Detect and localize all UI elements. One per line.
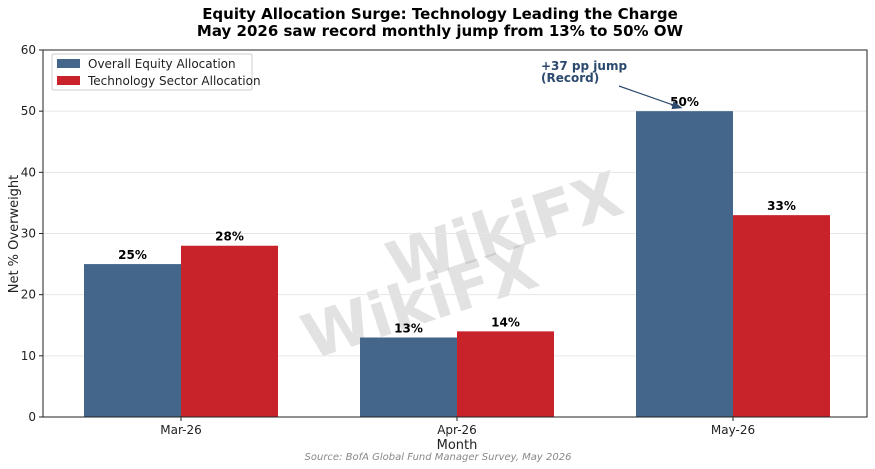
bar bbox=[733, 215, 830, 417]
bar bbox=[636, 111, 733, 418]
legend-label-overall: Overall Equity Allocation bbox=[88, 57, 236, 71]
annotation-arrow bbox=[618, 85, 677, 107]
annotation-line-1: +37 pp jump bbox=[541, 59, 627, 73]
bar bbox=[457, 331, 554, 417]
plot-frame bbox=[42, 49, 868, 418]
y-tick-label: 60 bbox=[21, 43, 36, 57]
annotation: +37 pp jump (Record) bbox=[541, 59, 683, 110]
y-tick-label: 50 bbox=[21, 104, 36, 118]
bar-value-label: 13% bbox=[394, 321, 423, 335]
x-axis-ticks: Mar-26 Apr-26 May-26 bbox=[160, 417, 755, 437]
bar-value-label: 33% bbox=[767, 199, 796, 213]
bar bbox=[360, 337, 457, 417]
y-tick-label: 0 bbox=[28, 410, 36, 424]
y-axis-ticks: 0 10 20 30 40 50 60 bbox=[21, 43, 43, 424]
source-note: Source: BofA Global Fund Manager Survey,… bbox=[305, 452, 572, 463]
legend-swatch-tech bbox=[57, 76, 80, 85]
chart-title: Equity Allocation Surge: Technology Lead… bbox=[202, 5, 678, 23]
annotation-arrowhead bbox=[671, 101, 683, 110]
x-tick-label: Apr-26 bbox=[437, 423, 477, 437]
y-tick-label: 30 bbox=[21, 227, 36, 241]
bar-value-label: 25% bbox=[118, 248, 147, 262]
x-axis-label: Month bbox=[437, 438, 478, 453]
y-tick-label: 40 bbox=[21, 165, 36, 179]
bar bbox=[181, 245, 278, 417]
x-tick-label: May-26 bbox=[711, 423, 755, 437]
chart-subtitle: May 2026 saw record monthly jump from 13… bbox=[197, 22, 684, 40]
legend-label-tech: Technology Sector Allocation bbox=[87, 74, 261, 88]
annotation-line-2: (Record) bbox=[541, 71, 599, 85]
bars bbox=[84, 111, 830, 418]
x-tick-label: Mar-26 bbox=[160, 423, 201, 437]
bar-value-label: 14% bbox=[491, 315, 520, 329]
legend-swatch-overall bbox=[57, 59, 80, 68]
y-axis-label: Net % Overweight bbox=[7, 175, 22, 294]
legend: Overall Equity Allocation Technology Sec… bbox=[51, 53, 261, 91]
legend-box bbox=[51, 53, 253, 91]
y-tick-label: 10 bbox=[21, 349, 36, 363]
bar-value-label: 28% bbox=[215, 230, 244, 244]
y-tick-label: 20 bbox=[21, 288, 36, 302]
bar bbox=[84, 264, 181, 417]
